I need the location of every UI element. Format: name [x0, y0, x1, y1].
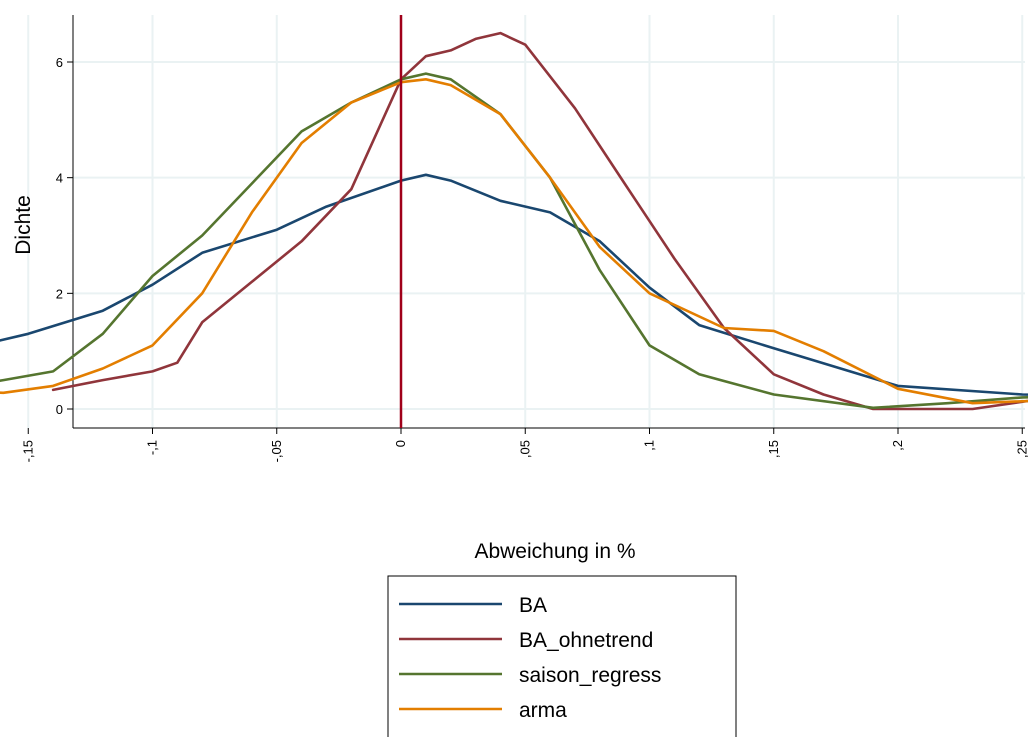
series-line-ba [0, 173, 1028, 396]
series-line-arma [0, 78, 1028, 405]
legend-label-ba-ohnetrend: BA_ohnetrend [519, 629, 653, 652]
x-tick-label: 0 [393, 440, 408, 447]
axes [72, 15, 1025, 429]
legend-label-ba: BA [519, 594, 547, 617]
y-axis-label: Dichte [12, 195, 35, 255]
series-lines [0, 31, 1028, 411]
y-tick-label: 4 [56, 171, 63, 186]
y-tick-label: 2 [56, 286, 63, 301]
x-tick-label: ,2 [890, 440, 905, 451]
grid-lines [27, 15, 1025, 428]
x-tick-label: -,05 [269, 440, 284, 462]
series-line-ba-ohnetrend [51, 31, 1028, 411]
x-tick-label: -,15 [20, 440, 35, 462]
y-tick-label: 0 [56, 402, 63, 417]
x-tick-label: -,1 [145, 440, 160, 455]
legend-label-saison-regress: saison_regress [519, 664, 661, 687]
x-tick-label: ,1 [642, 440, 657, 451]
x-axis-label: Abweichung in % [474, 540, 635, 563]
series-line-saison-regress [0, 72, 1028, 410]
x-axis-ticks: -,25-,2-,15-,1-,050,05,1,15,2,25,3,35,4,… [20, 428, 1028, 462]
x-tick-label: ,25 [1014, 440, 1028, 458]
legend-label-arma: arma [519, 699, 567, 722]
x-tick-label: ,05 [517, 440, 532, 458]
x-tick-label: ,15 [766, 440, 781, 458]
y-axis-ticks: 0 2 4 6 [56, 55, 73, 417]
y-tick-label: 6 [56, 55, 63, 70]
